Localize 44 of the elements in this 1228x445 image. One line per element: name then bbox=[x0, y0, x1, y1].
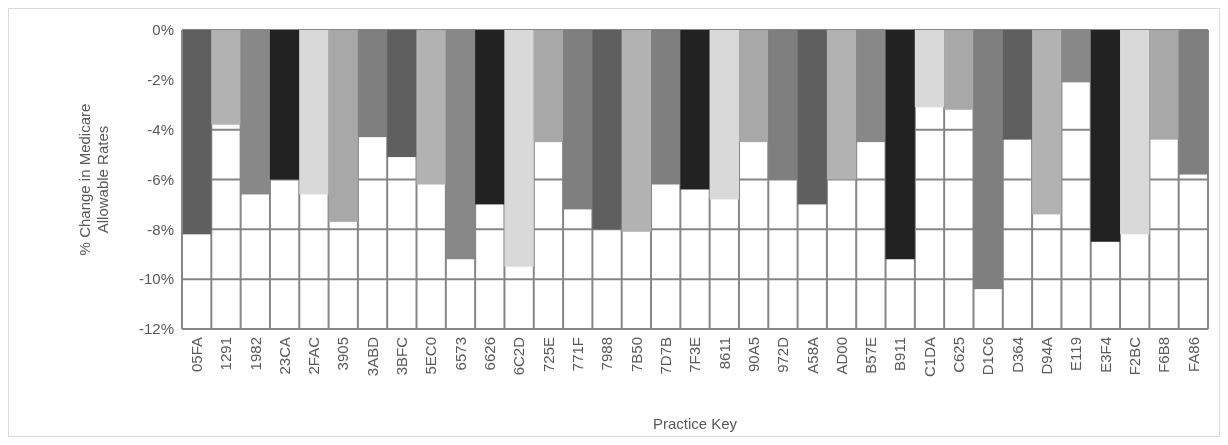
x-axis-title: Practice Key bbox=[652, 415, 738, 432]
x-tick-label: 1982 bbox=[246, 337, 264, 371]
x-tick-label: 2FAC bbox=[305, 336, 323, 375]
x-tick-label: 1291 bbox=[217, 337, 235, 371]
y-tick-label: -12% bbox=[138, 320, 174, 338]
x-tick-label: E119 bbox=[1067, 337, 1085, 371]
x-tick-label: 7D7B bbox=[656, 337, 674, 375]
x-tick-label: C625 bbox=[950, 337, 968, 373]
x-tick-label: F6B8 bbox=[1155, 337, 1173, 373]
x-tick-label: 6573 bbox=[451, 337, 469, 371]
x-tick-label: C1DA bbox=[920, 337, 938, 378]
x-tick-label: 3ABD bbox=[363, 336, 381, 377]
x-tick-label: B911 bbox=[891, 337, 909, 371]
x-tick-label: 5EC0 bbox=[422, 337, 440, 375]
y-tick-label: -10% bbox=[138, 270, 174, 288]
x-tick-label: D364 bbox=[1008, 337, 1026, 373]
y-tick-label: -6% bbox=[147, 170, 174, 188]
x-tick-label: 3BFC bbox=[393, 336, 411, 376]
x-tick-label: E3F4 bbox=[1096, 337, 1114, 373]
x-tick-label: 7B50 bbox=[627, 337, 645, 373]
x-tick-label: 972D bbox=[774, 336, 792, 373]
y-tick-label: -8% bbox=[147, 220, 174, 238]
y-tick-label: 0% bbox=[152, 21, 174, 39]
x-tick-label: A58A bbox=[803, 337, 821, 374]
x-tick-label: 05FA bbox=[187, 337, 205, 373]
y-tick-label: -2% bbox=[147, 71, 174, 89]
x-tick-label: B57E bbox=[862, 337, 880, 374]
y-tick-label: -4% bbox=[147, 120, 174, 138]
y-axis-title: % Change in Medicare Allowable Rates bbox=[76, 103, 111, 256]
x-tick-label: 7988 bbox=[598, 337, 616, 371]
x-tick-label: F2BC bbox=[1125, 336, 1143, 376]
x-tick-label: AD00 bbox=[832, 337, 850, 375]
x-tick-label: 23CA bbox=[275, 337, 293, 375]
x-tick-label: 8611 bbox=[715, 337, 733, 370]
x-tick-label: 771F bbox=[568, 337, 586, 372]
x-tick-label: 6626 bbox=[481, 337, 499, 371]
x-tick-label: FA86 bbox=[1184, 337, 1202, 373]
x-tick-label: D1C6 bbox=[979, 337, 997, 376]
x-tick-label: D94A bbox=[1038, 337, 1056, 375]
x-tick-label: 7F3E bbox=[686, 337, 704, 373]
x-tick-label: 725E bbox=[539, 337, 557, 373]
x-tick-label: 3905 bbox=[334, 337, 352, 371]
x-tick-label: 90A5 bbox=[744, 337, 762, 373]
x-tick-label: 6C2D bbox=[510, 336, 528, 376]
